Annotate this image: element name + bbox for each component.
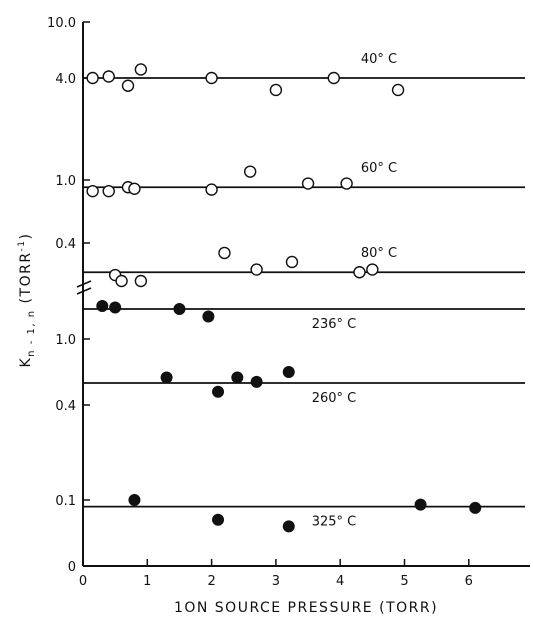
y-axis-title: Kn - 1, n (TORR-1) <box>17 232 37 367</box>
data-point-filled <box>202 310 215 323</box>
y-axis-title-sub: n - 1, n <box>26 309 37 356</box>
y-tick-label-lower: 1.0 <box>55 333 76 348</box>
axes <box>76 22 530 567</box>
x-tick-label: 1 <box>143 574 151 589</box>
data-point-filled <box>282 520 295 533</box>
data-point-filled <box>212 513 225 526</box>
data-point-filled <box>128 494 141 506</box>
series-label-40C: 40° C <box>361 52 397 67</box>
y-tick-label-upper: 10.0 <box>47 16 76 31</box>
data-point-open <box>250 263 263 276</box>
fit-lines-layer <box>83 77 525 508</box>
series-label-60C: 60° C <box>361 161 397 176</box>
data-point-filled <box>212 385 225 398</box>
data-point-open <box>285 255 299 269</box>
data-point-filled <box>173 303 186 315</box>
data-point-filled <box>414 498 427 511</box>
y-tick-label-lower: 0.4 <box>55 399 76 414</box>
data-point-open <box>134 274 148 288</box>
data-point-open <box>86 71 99 85</box>
data-point-filled <box>160 371 173 384</box>
data-point-open <box>102 70 115 83</box>
x-tick-label: 5 <box>400 574 408 589</box>
data-point-open <box>340 177 353 190</box>
axis-break-mark-upper <box>76 280 92 288</box>
series-label-325C: 325° C <box>312 515 357 530</box>
data-point-open <box>366 263 379 276</box>
data-point-filled <box>96 300 109 312</box>
y-tick-label-lower: 0.1 <box>55 494 76 509</box>
series-label-260C: 260° C <box>312 391 357 406</box>
data-point-open <box>102 184 115 198</box>
data-point-filled <box>469 501 482 514</box>
data-point-open <box>218 246 231 260</box>
data-point-filled <box>282 366 295 378</box>
data-point-open <box>134 63 148 76</box>
data-point-open <box>205 183 218 196</box>
data-point-open <box>86 184 99 198</box>
y-axis-title-unit-exp: -1 <box>17 239 27 251</box>
x-tick-label: 0 <box>79 574 87 589</box>
data-point-open <box>269 83 283 97</box>
data-point-open <box>243 165 257 178</box>
data-point-filled <box>109 301 122 314</box>
data-point-open <box>205 71 218 85</box>
data-point-filled <box>231 371 244 384</box>
data-point-filled <box>250 375 263 388</box>
x-tick-label: 4 <box>336 574 344 589</box>
svg-text:Kn - 1, n(TORR-1): Kn - 1, n (TORR-1) <box>17 232 37 367</box>
y-tick-label-upper: 1.0 <box>55 174 76 189</box>
x-tick-label: 2 <box>207 574 215 589</box>
axis-break-mark-lower <box>76 287 92 295</box>
y-tick-label-upper: 0.4 <box>55 237 76 252</box>
ticks-layer: 0 1 2 3 4 5 6 10.0 4.0 1.0 0.4 1.0 0.4 0.1 0 <box>47 16 473 589</box>
x-tick-label: 6 <box>465 574 473 589</box>
y-axis-title-main: K <box>18 357 34 368</box>
y-axis-title-unit-close: ) <box>18 232 34 239</box>
y-tick-label-lower: 0 <box>68 560 76 575</box>
points-layer <box>86 63 482 533</box>
data-point-open <box>327 71 340 85</box>
x-tick-label: 3 <box>272 574 280 589</box>
y-axis-title-unit: (TORR <box>18 251 34 303</box>
series-label-80C: 80° C <box>361 246 397 261</box>
series-label-236C: 236° C <box>312 317 357 332</box>
y-tick-label-upper: 4.0 <box>55 72 76 87</box>
x-axis-title: 1ON SOURCE PRESSURE (TORR) <box>174 600 438 616</box>
data-point-open <box>115 274 128 288</box>
data-point-open <box>128 182 141 195</box>
data-point-open <box>121 79 135 92</box>
data-point-open <box>353 266 366 279</box>
data-point-open <box>391 83 405 97</box>
series-labels-layer: 40° C 60° C 80° C 236° C 260° C 325° C <box>312 52 397 530</box>
data-point-open <box>301 177 315 190</box>
